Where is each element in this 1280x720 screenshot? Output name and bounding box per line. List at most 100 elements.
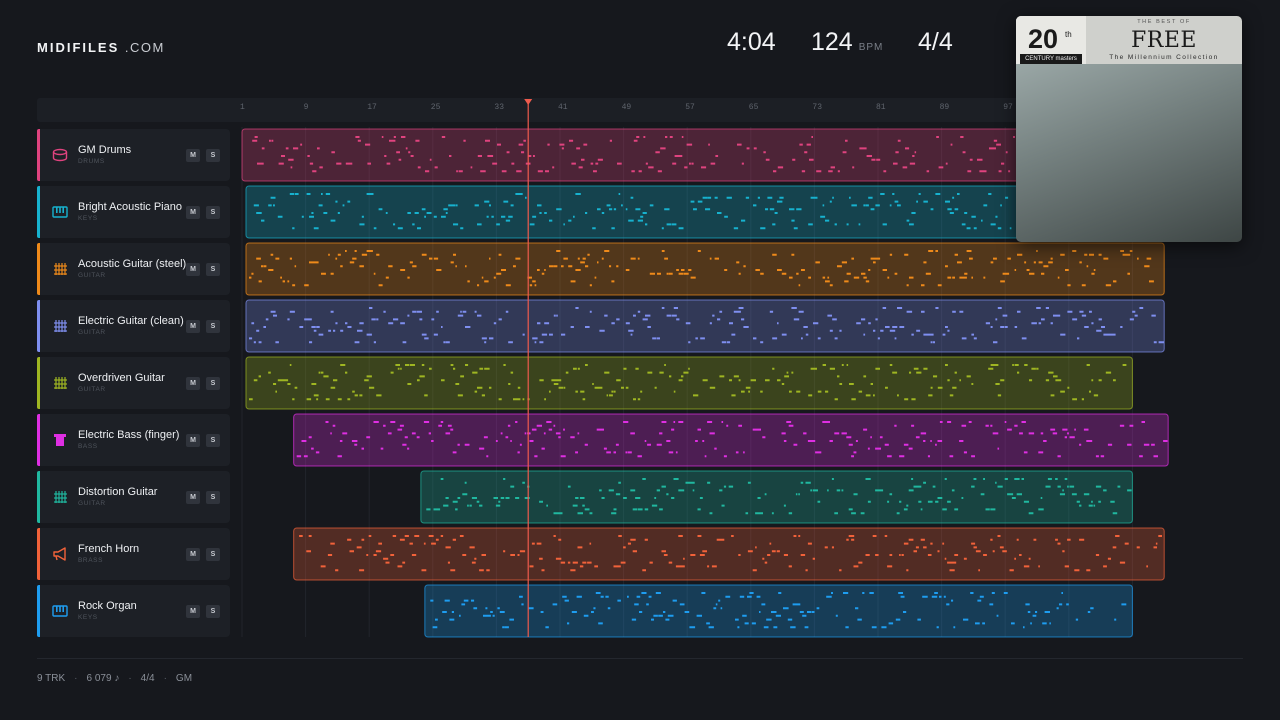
band-photo [1016, 64, 1242, 242]
footer-divider [37, 658, 1243, 659]
logo-series: CENTURY masters [1020, 54, 1082, 64]
note-pattern [430, 592, 1127, 629]
mute-button[interactable]: M [186, 605, 200, 618]
track-name: Electric Bass (finger) [78, 429, 180, 441]
ruler-tick: 97 [1003, 103, 1013, 112]
track-name: French Horn [78, 543, 140, 555]
separator-dot: · [128, 673, 132, 684]
track-header[interactable]: GM Drums DRUMS M S [37, 129, 230, 181]
site-logo[interactable]: MIDIFILES .COM [37, 40, 165, 55]
cover-artist: FREE [1131, 28, 1197, 53]
track-lane[interactable] [293, 413, 1169, 467]
midi-clip[interactable] [245, 299, 1165, 353]
track-lane[interactable] [420, 470, 1133, 524]
bass-icon [52, 432, 68, 448]
timeline-ruler[interactable]: 1 9 17 25 33 41 49 57 65 73 81 89 97 [37, 98, 1195, 122]
track-category: GUITAR [78, 329, 106, 336]
track-name: Bright Acoustic Piano [78, 201, 182, 213]
footer-track-count: 9 TRK [37, 673, 66, 684]
track-color-stripe [37, 414, 40, 466]
solo-button[interactable]: S [206, 491, 220, 504]
midi-clip[interactable] [245, 356, 1133, 410]
mute-button[interactable]: M [186, 263, 200, 276]
ruler-tick: 81 [876, 103, 886, 112]
mute-button[interactable]: M [186, 377, 200, 390]
guitar-icon [52, 489, 68, 505]
time-signature-value: 4/4 [918, 28, 953, 56]
mute-button[interactable]: M [186, 206, 200, 219]
track-lane[interactable] [245, 299, 1165, 353]
album-cover: 20 th CENTURY masters THE BEST OF FREE T… [1016, 16, 1242, 242]
solo-button[interactable]: S [206, 263, 220, 276]
solo-button[interactable]: S [206, 206, 220, 219]
guitar-icon [52, 318, 68, 334]
midi-clip[interactable] [293, 527, 1165, 581]
solo-button[interactable]: S [206, 548, 220, 561]
tempo-value: 124 [811, 28, 853, 56]
track-header[interactable]: Acoustic Guitar (steel) GUITAR M S [37, 243, 230, 295]
note-pattern [249, 307, 1164, 344]
track-header[interactable]: Rock Organ KEYS M S [37, 585, 230, 637]
track-name: Electric Guitar (clean) [78, 315, 184, 327]
playhead[interactable] [524, 99, 533, 637]
track-color-stripe [37, 528, 40, 580]
separator-dot: · [74, 673, 78, 684]
track-name: GM Drums [78, 144, 132, 156]
track-header[interactable]: Electric Bass (finger) BASS M S [37, 414, 230, 466]
track-category: BRASS [78, 557, 104, 564]
footer-standard: GM [175, 673, 193, 684]
footer-time-signature: 4/4 [140, 673, 155, 684]
track-category: GUITAR [78, 272, 106, 279]
ruler-tick: 65 [748, 103, 759, 112]
track-lane[interactable] [293, 527, 1165, 581]
logo-number: 20 [1028, 24, 1059, 54]
playhead-handle[interactable] [524, 99, 533, 105]
track-category: KEYS [78, 614, 98, 621]
ruler-tick: 17 [367, 103, 377, 112]
mute-button[interactable]: M [186, 434, 200, 447]
guitar-icon [52, 375, 68, 391]
tempo-unit: BPM [858, 42, 884, 53]
track-header[interactable]: French Horn BRASS M S [37, 528, 230, 580]
solo-button[interactable]: S [206, 434, 220, 447]
solo-button[interactable]: S [206, 320, 220, 333]
logo-name: MIDIFILES [37, 40, 120, 55]
track-header[interactable]: Distortion Guitar GUITAR M S [37, 471, 230, 523]
mute-button[interactable]: M [186, 149, 200, 162]
track-color-stripe [37, 243, 40, 295]
track-header[interactable]: Electric Guitar (clean) GUITAR M S [37, 300, 230, 352]
track-category: GUITAR [78, 386, 106, 393]
track-lane[interactable] [424, 584, 1133, 638]
solo-button[interactable]: S [206, 605, 220, 618]
mute-button[interactable]: M [186, 320, 200, 333]
track-lane[interactable] [245, 185, 1030, 239]
midi-clip[interactable] [245, 242, 1165, 296]
tempo-display: 124 BPM [811, 28, 883, 57]
midi-clip[interactable] [241, 128, 1030, 182]
ruler-tick: 41 [558, 103, 568, 112]
track-lane[interactable] [241, 128, 1030, 182]
organ-icon [52, 603, 68, 619]
track-name: Overdriven Guitar [78, 372, 165, 384]
mute-button[interactable]: M [186, 491, 200, 504]
track-color-stripe [37, 129, 40, 181]
horn-icon [52, 546, 68, 562]
track-lane[interactable] [245, 356, 1133, 410]
track-lane[interactable] [245, 242, 1165, 296]
track-header[interactable]: Overdriven Guitar GUITAR M S [37, 357, 230, 409]
footer-note-count: 6 079 ♪ [86, 673, 120, 684]
solo-button[interactable]: S [206, 149, 220, 162]
track-name: Rock Organ [78, 600, 137, 612]
ruler-tick: 89 [939, 103, 950, 112]
solo-button[interactable]: S [206, 377, 220, 390]
ruler-tick: 73 [812, 103, 822, 112]
ruler-tick: 25 [430, 103, 441, 112]
guitar-icon [52, 261, 68, 277]
track-header[interactable]: Bright Acoustic Piano KEYS M S [37, 186, 230, 238]
midi-clip[interactable] [293, 413, 1169, 467]
ruler-tick: 49 [621, 103, 632, 112]
ruler-tick: 1 [240, 103, 245, 112]
mute-button[interactable]: M [186, 548, 200, 561]
duration-display: 4:04 [727, 28, 776, 57]
